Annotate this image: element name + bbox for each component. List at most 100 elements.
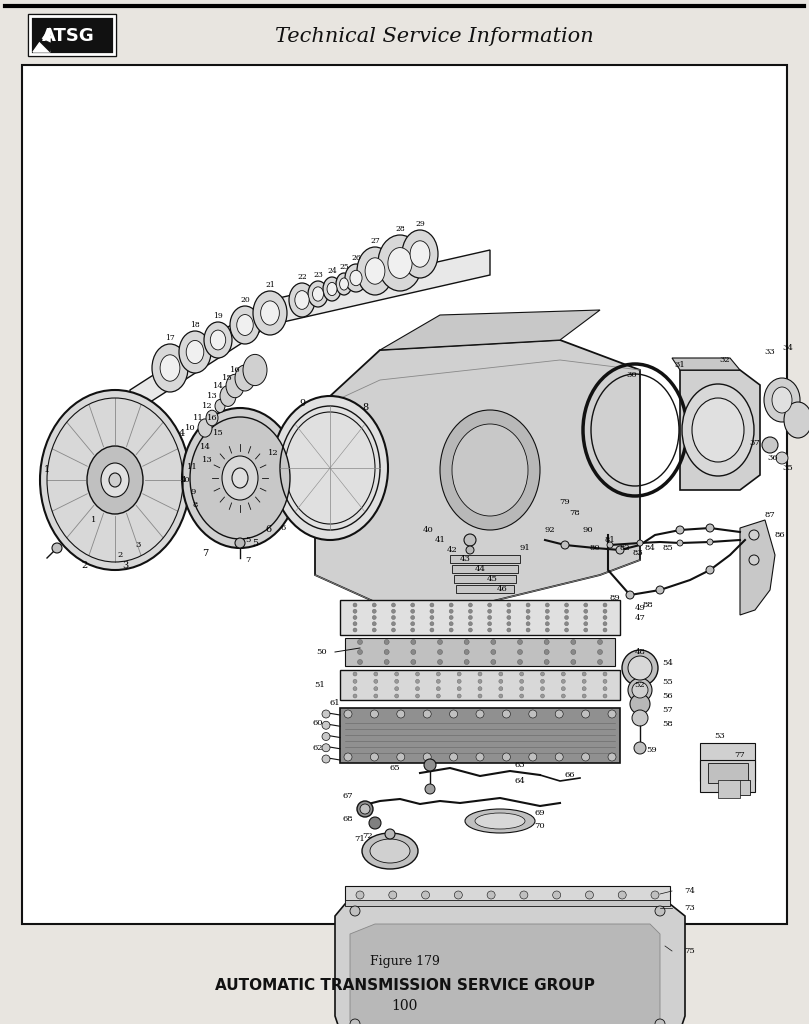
- Text: 83: 83: [633, 549, 643, 557]
- Circle shape: [392, 622, 396, 626]
- Circle shape: [430, 609, 434, 613]
- Circle shape: [372, 622, 376, 626]
- Circle shape: [374, 679, 378, 683]
- Circle shape: [395, 694, 399, 698]
- Text: 77: 77: [735, 751, 745, 759]
- Text: 37: 37: [750, 439, 760, 447]
- Text: 8: 8: [362, 403, 368, 413]
- Circle shape: [655, 906, 665, 916]
- Text: 53: 53: [714, 732, 726, 740]
- Ellipse shape: [340, 278, 349, 290]
- Circle shape: [499, 687, 503, 690]
- Text: 91: 91: [519, 544, 531, 552]
- Circle shape: [608, 710, 616, 718]
- Circle shape: [603, 609, 607, 613]
- Circle shape: [457, 687, 461, 690]
- Ellipse shape: [365, 258, 385, 285]
- Circle shape: [436, 679, 440, 683]
- Circle shape: [424, 759, 436, 771]
- Bar: [700, 760, 755, 792]
- Text: 85: 85: [663, 544, 673, 552]
- Circle shape: [438, 659, 443, 665]
- Circle shape: [455, 891, 462, 899]
- Bar: [454, 575, 516, 583]
- Bar: [456, 585, 514, 593]
- Circle shape: [603, 679, 607, 683]
- Circle shape: [776, 452, 788, 464]
- Circle shape: [357, 801, 373, 817]
- Circle shape: [584, 609, 588, 613]
- Text: 48: 48: [634, 648, 646, 656]
- Circle shape: [457, 694, 461, 698]
- Circle shape: [423, 710, 431, 718]
- Circle shape: [425, 784, 435, 794]
- Ellipse shape: [182, 408, 298, 548]
- Text: 54: 54: [663, 659, 673, 667]
- Circle shape: [464, 649, 469, 654]
- Text: 22: 22: [297, 273, 307, 281]
- Text: 1: 1: [44, 466, 50, 474]
- Circle shape: [478, 687, 482, 690]
- Circle shape: [358, 649, 362, 654]
- Circle shape: [374, 687, 378, 690]
- Ellipse shape: [109, 473, 121, 487]
- Text: 24: 24: [327, 267, 337, 275]
- Circle shape: [478, 694, 482, 698]
- Circle shape: [529, 753, 537, 761]
- Circle shape: [584, 622, 588, 626]
- Text: 74: 74: [684, 887, 696, 895]
- Text: 12: 12: [268, 449, 278, 457]
- Text: 89: 89: [610, 594, 621, 602]
- Text: 14: 14: [213, 382, 223, 390]
- Circle shape: [526, 628, 530, 632]
- Text: 50: 50: [316, 648, 328, 656]
- Circle shape: [392, 603, 396, 607]
- Circle shape: [476, 753, 484, 761]
- Text: 62: 62: [313, 744, 324, 752]
- Circle shape: [707, 539, 713, 545]
- Ellipse shape: [260, 301, 279, 325]
- Circle shape: [526, 609, 530, 613]
- Bar: [345, 638, 615, 666]
- Text: 88: 88: [642, 601, 654, 609]
- Text: 45: 45: [486, 575, 498, 583]
- Circle shape: [395, 687, 399, 690]
- Text: 64: 64: [515, 777, 525, 785]
- Circle shape: [235, 538, 245, 548]
- Circle shape: [416, 679, 420, 683]
- Text: 3: 3: [135, 541, 141, 549]
- Circle shape: [540, 679, 544, 683]
- Circle shape: [384, 649, 389, 654]
- Text: 78: 78: [570, 509, 580, 517]
- Text: 4: 4: [180, 476, 186, 484]
- Circle shape: [430, 622, 434, 626]
- Circle shape: [499, 694, 503, 698]
- Text: 55: 55: [663, 678, 673, 686]
- Circle shape: [468, 609, 472, 613]
- Text: 84: 84: [645, 544, 655, 552]
- Circle shape: [603, 603, 607, 607]
- Circle shape: [571, 649, 576, 654]
- Circle shape: [457, 679, 461, 683]
- Circle shape: [526, 615, 530, 620]
- Circle shape: [457, 672, 461, 676]
- Text: 16: 16: [230, 366, 240, 374]
- Ellipse shape: [190, 417, 290, 539]
- Circle shape: [544, 640, 549, 644]
- Ellipse shape: [357, 247, 393, 295]
- Bar: [730, 780, 750, 795]
- Ellipse shape: [204, 322, 232, 358]
- Circle shape: [651, 891, 659, 899]
- Text: 11: 11: [193, 414, 203, 422]
- Text: 27: 27: [371, 237, 380, 245]
- Circle shape: [430, 603, 434, 607]
- Text: 42: 42: [447, 546, 457, 554]
- Text: 32: 32: [720, 356, 731, 364]
- Circle shape: [582, 672, 587, 676]
- Circle shape: [545, 603, 549, 607]
- Text: 75: 75: [684, 947, 696, 955]
- Circle shape: [436, 672, 440, 676]
- Text: 2: 2: [82, 560, 88, 569]
- Circle shape: [519, 679, 523, 683]
- Circle shape: [466, 546, 474, 554]
